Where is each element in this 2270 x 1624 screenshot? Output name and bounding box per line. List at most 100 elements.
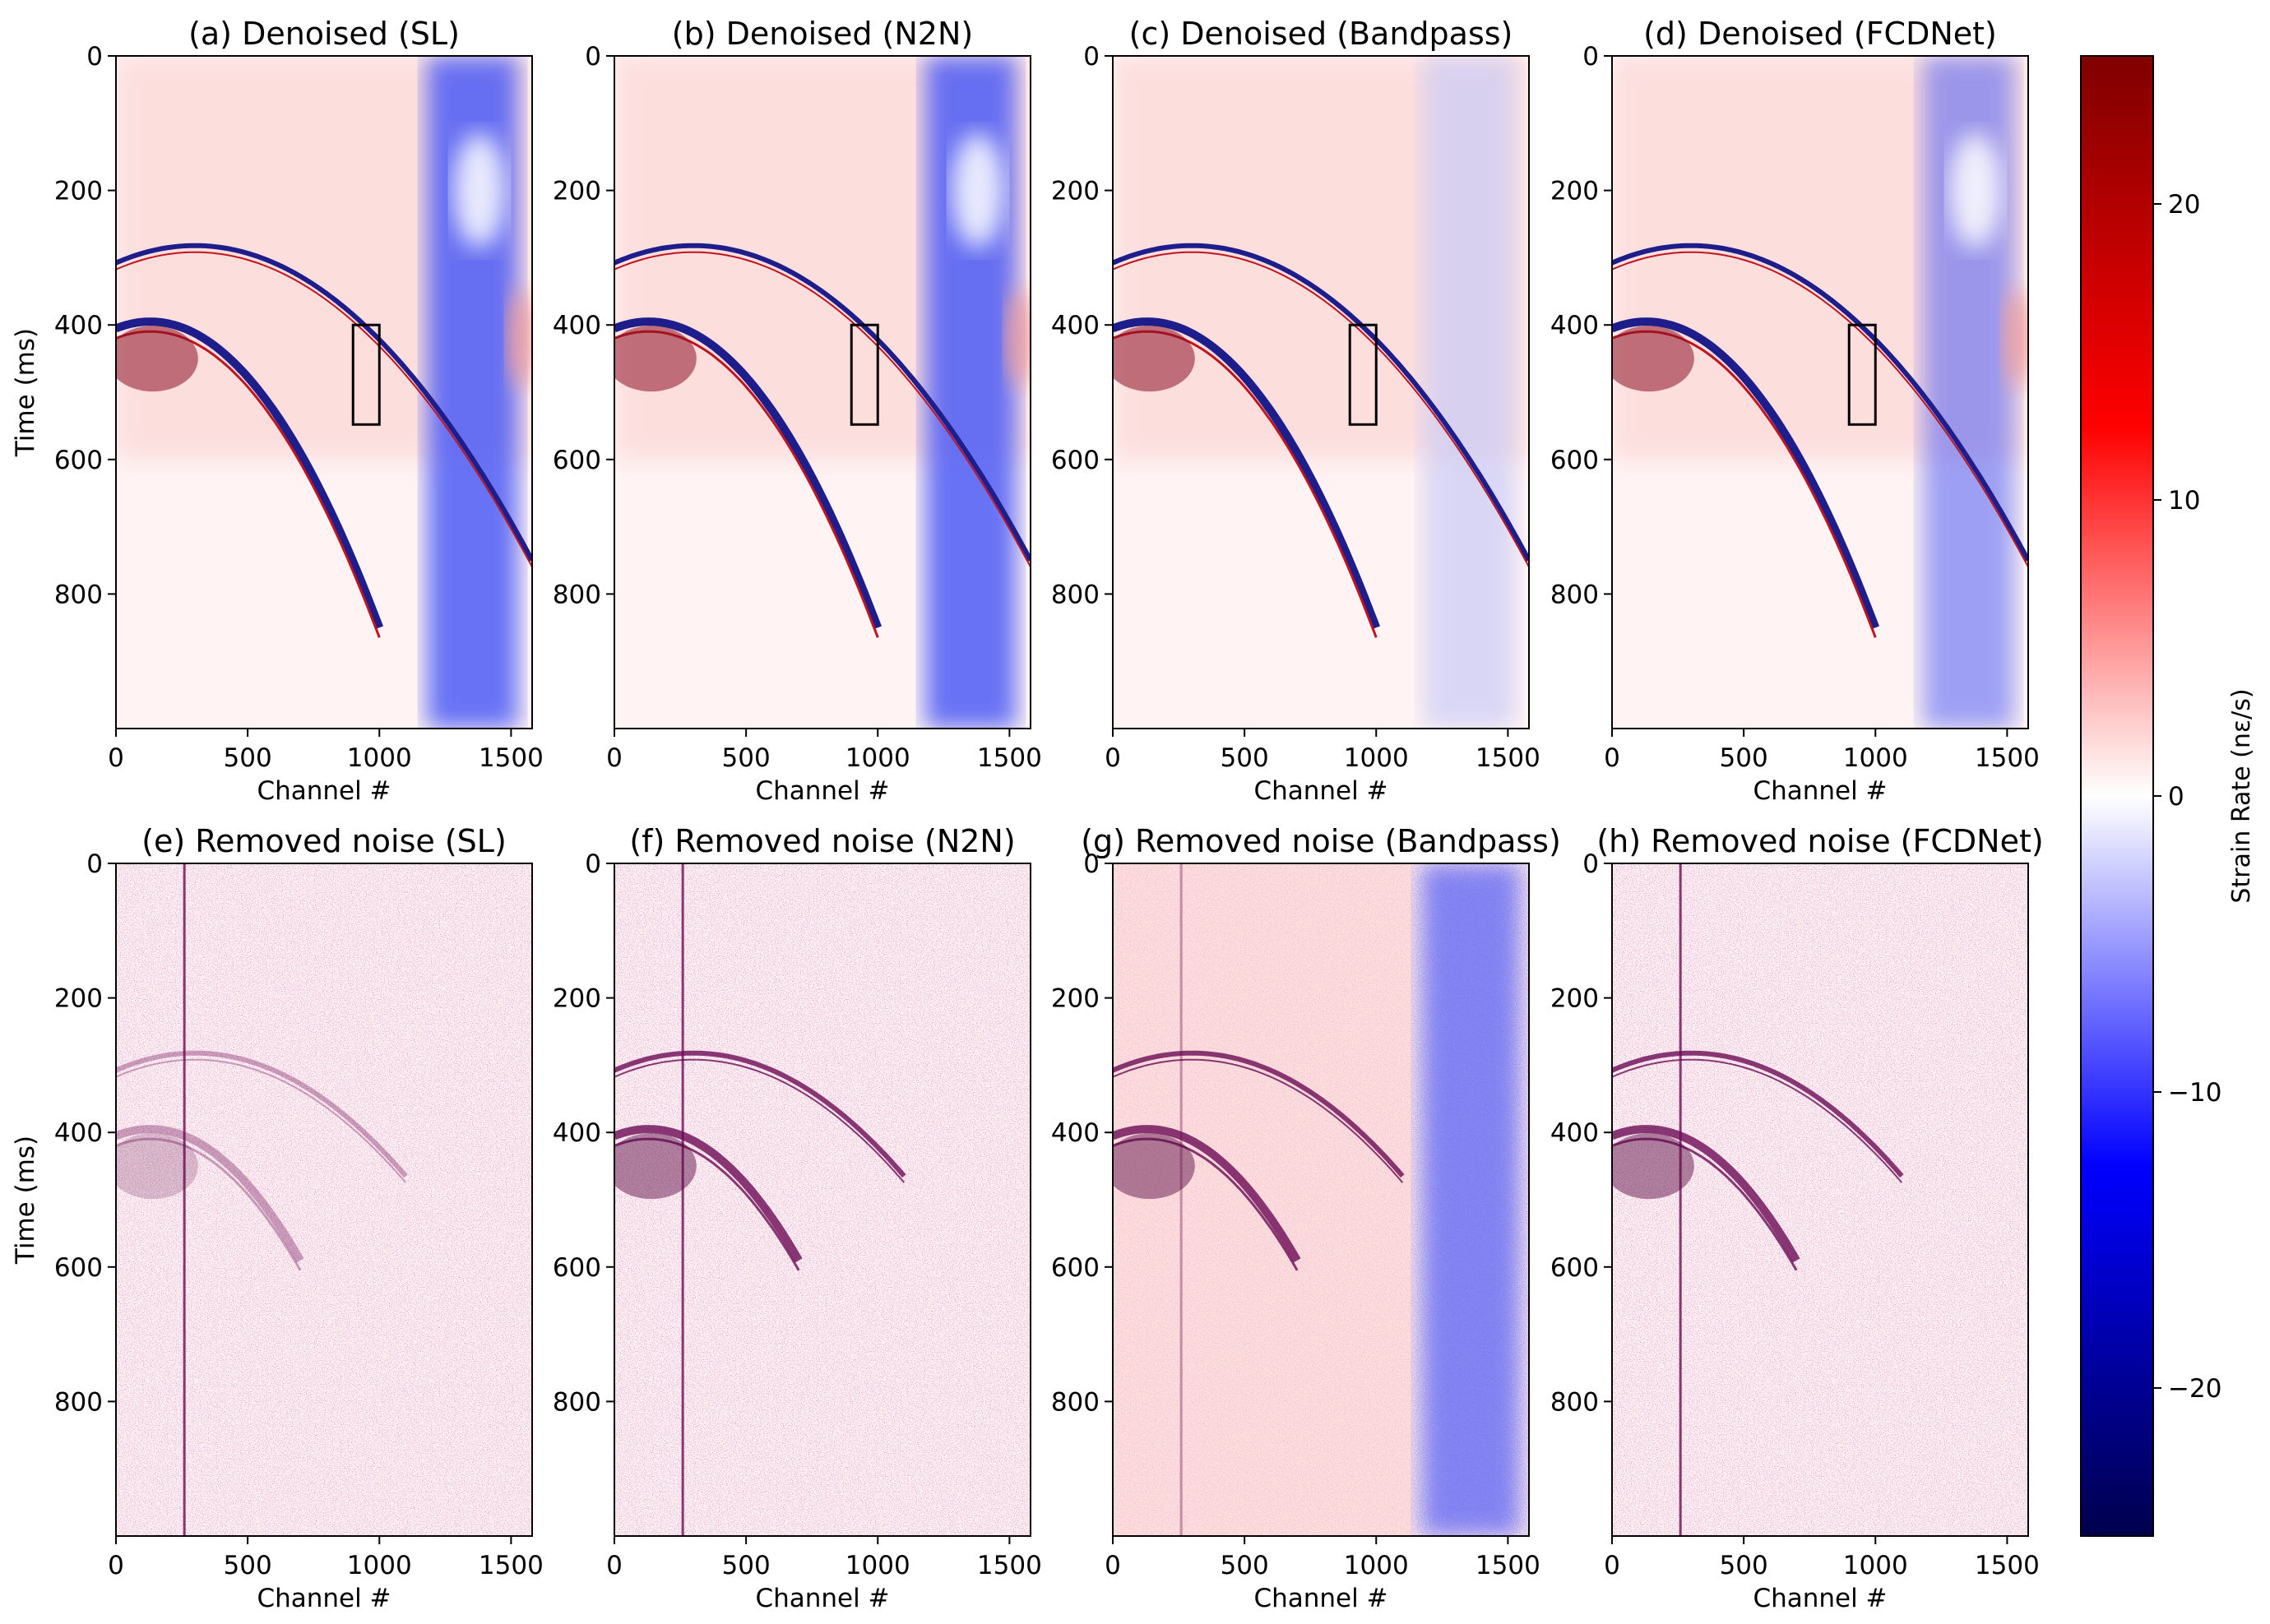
late-arrival <box>1612 1125 1800 1263</box>
early-arrival <box>614 1050 906 1178</box>
y-tick-label: 0 <box>86 849 103 879</box>
x-tick-label: 1500 <box>1476 743 1540 773</box>
panel-g: (g) Removed noise (Bandpass)0 500 1000 1500… <box>1051 823 1561 1613</box>
y-tick-label: 200 <box>1550 984 1599 1014</box>
y-tick-label: 200 <box>553 984 601 1014</box>
y-tick-label: 400 <box>1051 1118 1100 1148</box>
x-axis-label: Channel # <box>257 1584 391 1613</box>
near-offset-energy <box>614 326 697 392</box>
x-tick-label: 0 <box>1105 1551 1121 1580</box>
late-arrival <box>116 1125 304 1263</box>
highlight-box <box>1847 323 1877 426</box>
x-axis-label: Channel # <box>1253 776 1387 806</box>
early-arrival <box>1113 1050 1405 1178</box>
y-tick-label: 800 <box>1550 580 1599 609</box>
early-arrival <box>1612 243 2028 562</box>
early-arrival <box>116 243 532 562</box>
bad-channel-line <box>1679 863 1682 1536</box>
x-tick-label: 0 <box>1604 743 1620 773</box>
x-tick-label: 0 <box>1105 743 1121 773</box>
colorbar-tick-label: −10 <box>2168 1078 2221 1108</box>
y-tick-label: 800 <box>1051 580 1100 609</box>
x-axis-label: Channel # <box>755 1584 889 1613</box>
panel-title: (e) Removed noise (SL) <box>141 823 507 859</box>
axes-frame <box>614 55 1031 729</box>
x-tick-label: 500 <box>224 743 272 773</box>
early-arrival <box>614 243 1031 562</box>
panel-title: (f) Removed noise (N2N) <box>629 823 1015 859</box>
y-tick-label: 200 <box>553 177 601 206</box>
panel-e: (e) Removed noise (SL) 0 500 1000 1500 Channe… <box>11 823 544 1613</box>
x-tick-label: 500 <box>1720 743 1768 773</box>
y-tick-label: 600 <box>553 1253 601 1283</box>
x-tick-label: 500 <box>722 1551 771 1580</box>
x-tick-label: 500 <box>1221 1551 1269 1580</box>
heatmap-image <box>614 863 1031 1536</box>
x-tick-label: 0 <box>606 1551 623 1580</box>
early-arrival <box>1113 243 1529 562</box>
late-arrival <box>116 317 383 630</box>
near-offset-energy <box>1612 1133 1694 1200</box>
late-arrival <box>1113 317 1380 630</box>
weak-negative-band <box>1423 56 1516 729</box>
hole-artifact <box>1948 132 2002 248</box>
y-tick-label: 600 <box>1550 1253 1599 1283</box>
y-tick-label: 0 <box>1083 849 1100 879</box>
positive-blob <box>2003 289 2028 388</box>
y-tick-label: 0 <box>1083 42 1100 72</box>
x-tick-label: 500 <box>1720 1551 1768 1580</box>
y-tick-label: 400 <box>54 311 103 340</box>
axes-frame <box>1611 55 2029 729</box>
x-tick-label: 1000 <box>347 1551 412 1580</box>
late-arrival <box>614 317 882 630</box>
y-tick-label: 600 <box>1051 446 1100 475</box>
x-axis-label: Channel # <box>257 776 391 806</box>
y-tick-label: 800 <box>553 580 601 609</box>
panel-title: (c) Denoised (Bandpass) <box>1129 16 1513 52</box>
x-tick-label: 1000 <box>1843 1551 1908 1580</box>
colorbar-label: Strain Rate (nε/s) <box>2227 688 2256 903</box>
panel-b: (b) Denoised (N2N) 0 500 1000 1500 Channel # 0… <box>553 16 1042 806</box>
x-tick-label: 0 <box>108 1551 124 1580</box>
highlight-box <box>1348 323 1378 426</box>
heatmap-image <box>1612 863 2028 1536</box>
x-tick-label: 1500 <box>479 1551 544 1580</box>
late-arrival <box>1612 317 1879 630</box>
x-tick-label: 1500 <box>479 743 544 773</box>
near-offset-energy <box>1113 1133 1195 1200</box>
heatmap-image <box>1612 56 2028 729</box>
y-tick-label: 600 <box>553 446 601 475</box>
y-tick-label: 200 <box>54 984 103 1014</box>
y-tick-label: 200 <box>1051 177 1100 206</box>
y-tick-label: 400 <box>54 1118 103 1148</box>
x-tick-label: 1000 <box>1843 743 1908 773</box>
x-tick-label: 500 <box>224 1551 272 1580</box>
early-arrival-ringing <box>1612 1058 1903 1183</box>
y-tick-label: 400 <box>553 1118 601 1148</box>
colorbar-gradient <box>2080 55 2154 1537</box>
early-arrival-ringing <box>614 251 1031 567</box>
x-tick-label: 1000 <box>1344 1551 1409 1580</box>
positive-blob <box>1005 289 1031 388</box>
late-arrival <box>1113 1125 1301 1263</box>
early-arrival <box>1612 1050 1904 1178</box>
early-arrival-ringing <box>1113 251 1529 567</box>
y-tick-label: 200 <box>1051 984 1100 1014</box>
noise-texture <box>1612 863 2028 1536</box>
x-tick-label: 1000 <box>347 743 412 773</box>
early-arrival <box>116 1050 408 1178</box>
near-offset-energy <box>614 1133 697 1200</box>
y-tick-label: 600 <box>54 446 103 475</box>
y-tick-label: 0 <box>585 849 601 879</box>
highlight-box <box>351 323 381 426</box>
panel-title: (h) Removed noise (FCDNet) <box>1596 823 2043 859</box>
axes-frame <box>1112 55 1530 729</box>
near-offset-energy <box>116 326 198 392</box>
bad-channel-line <box>183 863 186 1536</box>
y-tick-label: 0 <box>1582 849 1599 879</box>
panel-title: (b) Denoised (N2N) <box>672 16 973 52</box>
axes-frame <box>115 55 533 729</box>
y-tick-label: 600 <box>54 1253 103 1283</box>
x-tick-label: 1500 <box>1975 1551 2040 1580</box>
